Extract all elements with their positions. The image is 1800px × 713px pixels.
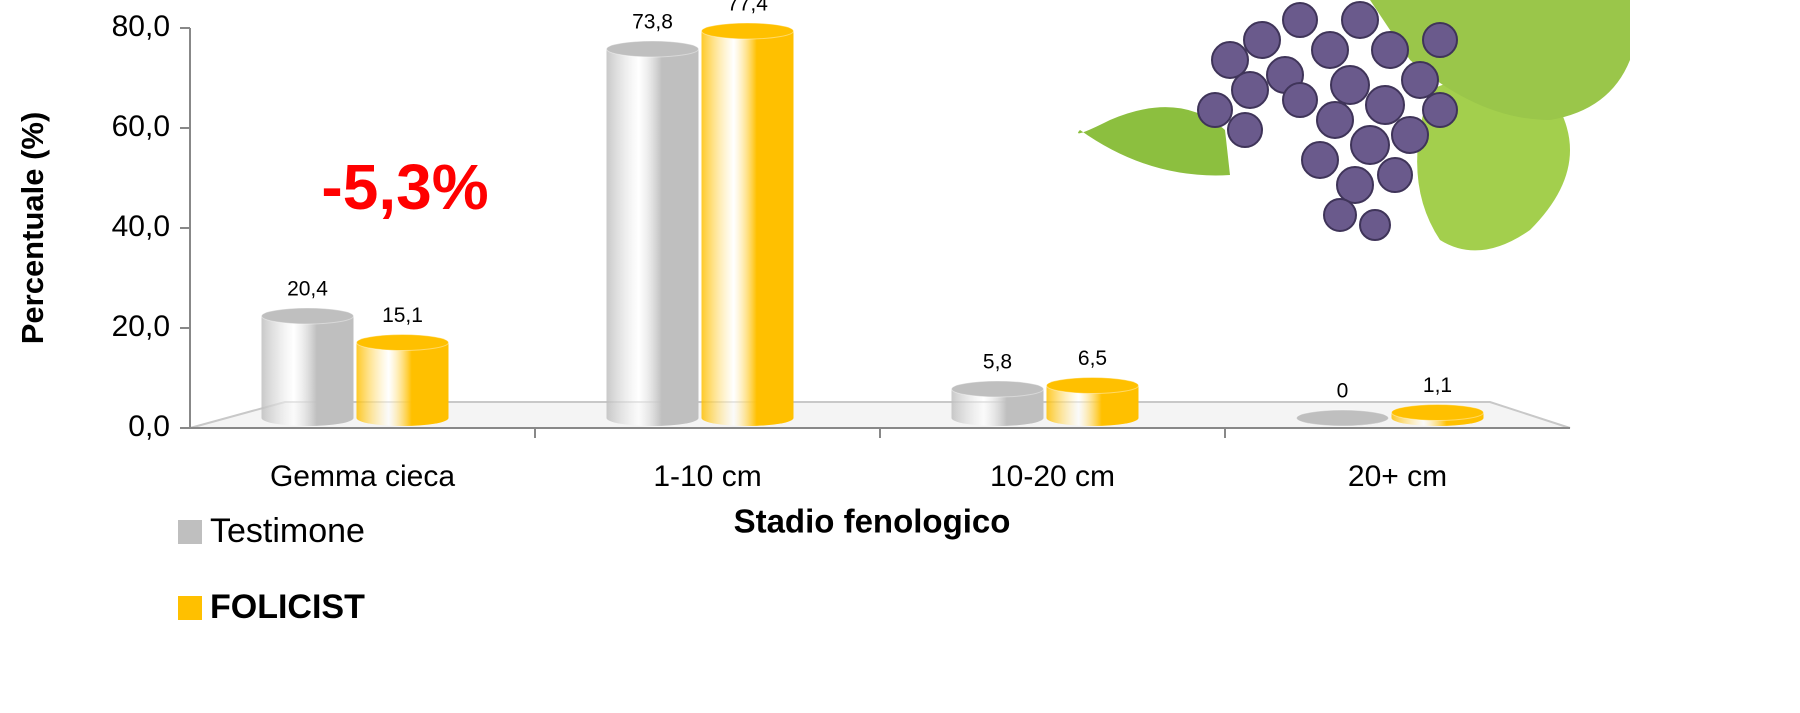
- value-label: 20,4: [287, 278, 328, 301]
- value-label: 0: [1337, 380, 1349, 403]
- bar-top: [606, 40, 699, 58]
- bar-top: [701, 22, 794, 40]
- bar: [951, 389, 1044, 426]
- y-tick-label: 20,0: [112, 310, 170, 343]
- y-tick-label: 60,0: [112, 110, 170, 143]
- y-tick-label: 0,0: [128, 410, 170, 443]
- value-label: 15,1: [382, 304, 423, 327]
- grape-illustration: [1078, 0, 1630, 251]
- bar: [606, 49, 699, 426]
- bar-top: [356, 334, 449, 351]
- bar: [356, 342, 449, 426]
- value-label: 73,8: [632, 11, 673, 34]
- bar: [261, 316, 354, 426]
- annotation: -5,3%: [321, 151, 488, 223]
- x-tick-label: 1-10 cm: [653, 460, 761, 493]
- bar-top: [1046, 377, 1139, 394]
- legend-swatch: [178, 520, 202, 544]
- y-tick-label: 80,0: [112, 10, 170, 43]
- bar: [1046, 385, 1139, 426]
- x-tick-label: 10-20 cm: [990, 460, 1115, 493]
- value-label: 5,8: [983, 351, 1012, 374]
- bar-top: [261, 307, 354, 325]
- value-label: 1,1: [1423, 374, 1452, 397]
- x-axis-title: Stadio fenologico: [734, 503, 1011, 540]
- value-label: 77,4: [727, 0, 768, 16]
- legend-label: FOLICIST: [210, 588, 365, 626]
- bar-top: [1391, 404, 1484, 421]
- x-tick-label: Gemma cieca: [270, 460, 455, 493]
- bar-top: [951, 380, 1044, 398]
- y-axis-title: Percentuale (%): [15, 112, 50, 345]
- y-tick-label: 40,0: [112, 210, 170, 243]
- x-tick-label: 20+ cm: [1348, 460, 1447, 493]
- bar: [701, 31, 794, 426]
- legend-swatch: [178, 596, 202, 620]
- legend-label: Testimone: [210, 512, 365, 550]
- value-label: 6,5: [1078, 347, 1107, 370]
- bar-top: [1296, 409, 1389, 427]
